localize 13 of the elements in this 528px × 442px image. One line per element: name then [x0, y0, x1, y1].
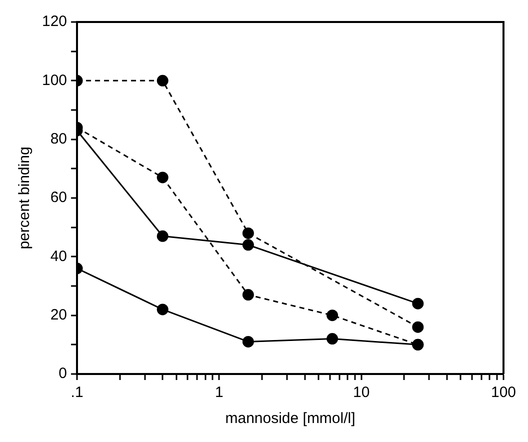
y-axis-title: percent binding — [16, 146, 34, 250]
y-tick-label: 60 — [50, 189, 68, 206]
x-tick-label: 1 — [215, 384, 224, 402]
x-axis-title: mannoside [mmol/l] — [225, 410, 356, 428]
y-tick-label: 120 — [42, 13, 68, 30]
x-tick-label: 100 — [490, 384, 516, 402]
y-tick-label: 0 — [58, 365, 68, 382]
y-tick-label: 80 — [50, 130, 68, 148]
x-tick-label: 10 — [352, 384, 370, 402]
y-tick-label: 20 — [50, 306, 68, 324]
y-tick-label: 100 — [42, 72, 68, 89]
x-tick-label: .1 — [70, 384, 84, 402]
y-tick-label: 40 — [50, 248, 68, 265]
